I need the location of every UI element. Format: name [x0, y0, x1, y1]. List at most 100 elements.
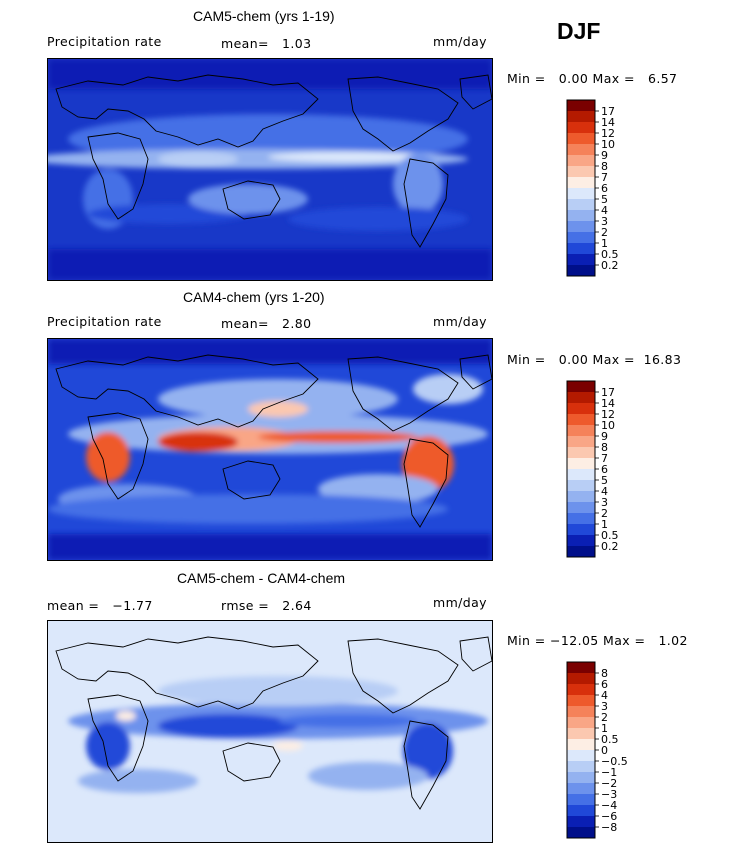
panel-2-colorbar: 17 14 12 10 9 8 7 6 5 4 3 2 1 0.5 0.2 [566, 380, 637, 558]
colorbar-swatch [567, 155, 595, 167]
colorbar-swatch [567, 805, 595, 817]
panel-2-min-max: Min = 0.00 Max = 16.83 [507, 352, 682, 367]
colorbar-swatch [567, 188, 595, 200]
colorbar-swatch [567, 166, 595, 178]
panel-3-min-max: Min = −12.05 Max = 1.02 [507, 633, 688, 648]
panel-1-min-max: Min = 0.00 Max = 6.57 [507, 71, 678, 86]
colorbar-tick-label: 9 [601, 430, 608, 443]
colorbar-swatch [567, 144, 595, 156]
colorbar-tick-label: 1 [601, 518, 608, 531]
colorbar-tick-label: 0 [601, 744, 608, 757]
colorbar-swatch [567, 728, 595, 740]
colorbar-tick-label: 8 [601, 441, 608, 454]
colorbar-tick-label: 17 [601, 386, 615, 399]
colorbar-swatch [567, 761, 595, 773]
colorbar-swatch [567, 265, 595, 277]
colorbar-swatch [567, 254, 595, 266]
colorbar-swatch [567, 772, 595, 784]
season-label: DJF [557, 18, 601, 44]
colorbar-swatch [567, 739, 595, 751]
colorbar-tick-label: 8 [601, 160, 608, 173]
colorbar-tick-label: 10 [601, 138, 615, 151]
colorbar-swatch [567, 177, 595, 189]
colorbar-swatch [567, 684, 595, 696]
colorbar-swatch [567, 111, 595, 123]
colorbar-tick-label: 7 [601, 452, 608, 465]
colorbar-swatch [567, 381, 595, 393]
colorbar-swatch [567, 706, 595, 718]
colorbar-swatch [567, 535, 595, 547]
colorbar-tick-label: 7 [601, 171, 608, 184]
colorbar-swatch [567, 436, 595, 448]
colorbar-tick-label: 3 [601, 700, 608, 713]
panel-2-map [47, 338, 493, 561]
colorbar-tick-label: 10 [601, 419, 615, 432]
panel-2-units: mm/day [433, 314, 487, 329]
colorbar-tick-label: 4 [601, 689, 608, 702]
colorbar-swatch [567, 447, 595, 459]
colorbar-swatch [567, 199, 595, 211]
panel-2-mean: mean= 2.80 [221, 316, 312, 331]
panel-2-title: CAM4-chem (yrs 1-20) [183, 289, 325, 305]
colorbar-tick-label: 14 [601, 116, 615, 129]
colorbar-swatch [567, 783, 595, 795]
colorbar-tick-label: −2 [601, 777, 617, 790]
colorbar-swatch [567, 827, 595, 839]
colorbar-tick-label: −4 [601, 799, 617, 812]
colorbar-swatch [567, 232, 595, 244]
colorbar-swatch [567, 673, 595, 685]
colorbar-swatch [567, 243, 595, 255]
colorbar-swatch [567, 546, 595, 558]
colorbar-tick-label: −8 [601, 821, 617, 834]
colorbar-tick-label: 4 [601, 204, 608, 217]
colorbar-tick-label: 6 [601, 182, 608, 195]
colorbar-swatch [567, 816, 595, 828]
colorbar-tick-label: 12 [601, 408, 615, 421]
colorbar-swatch [567, 695, 595, 707]
colorbar-swatch [567, 414, 595, 426]
colorbar-tick-label: 2 [601, 711, 608, 724]
colorbar-tick-label: 6 [601, 463, 608, 476]
colorbar-tick-label: 8 [601, 667, 608, 680]
panel-2-variable-label: Precipitation rate [47, 314, 162, 329]
colorbar-tick-label: 0.2 [601, 540, 619, 553]
colorbar-swatch [567, 122, 595, 134]
colorbar-swatch [567, 524, 595, 536]
panel-1-colorbar: 17 14 12 10 9 8 7 6 5 4 3 2 1 0.5 0.2 [566, 99, 637, 277]
panel-1-mean: mean= 1.03 [221, 36, 312, 51]
panel-3-title: CAM5-chem - CAM4-chem [177, 570, 346, 586]
colorbar-swatch [567, 480, 595, 492]
colorbar-swatch [567, 469, 595, 481]
panel-1-units: mm/day [433, 34, 487, 49]
panel-3-map [47, 620, 493, 843]
colorbar-swatch [567, 794, 595, 806]
panel-3-mean: mean = −1.77 [47, 598, 153, 613]
colorbar-tick-label: 2 [601, 507, 608, 520]
colorbar-tick-label: −1 [601, 766, 617, 779]
colorbar-tick-label: 4 [601, 485, 608, 498]
panel-3-rmse: rmse = 2.64 [221, 598, 312, 613]
panel-1-variable-label: Precipitation rate [47, 34, 162, 49]
colorbar-swatch [567, 403, 595, 415]
colorbar-tick-label: 0.5 [601, 248, 619, 261]
colorbar-tick-label: −3 [601, 788, 617, 801]
colorbar-tick-label: 1 [601, 237, 608, 250]
colorbar-tick-label: −6 [601, 810, 617, 823]
colorbar-tick-label: 0.5 [601, 733, 619, 746]
colorbar-tick-label: 1 [601, 722, 608, 735]
colorbar-swatch [567, 392, 595, 404]
colorbar-tick-label: 6 [601, 678, 608, 691]
panel-3-units: mm/day [433, 595, 487, 610]
colorbar-swatch [567, 100, 595, 112]
colorbar-swatch [567, 425, 595, 437]
colorbar-tick-label: 2 [601, 226, 608, 239]
panel-1-title: CAM5-chem (yrs 1-19) [193, 8, 335, 24]
colorbar-swatch [567, 717, 595, 729]
colorbar-swatch [567, 491, 595, 503]
colorbar-tick-label: 5 [601, 474, 608, 487]
colorbar-swatch [567, 750, 595, 762]
colorbar-tick-label: 5 [601, 193, 608, 206]
colorbar-swatch [567, 221, 595, 233]
colorbar-tick-label: 0.5 [601, 529, 619, 542]
colorbar-swatch [567, 513, 595, 525]
